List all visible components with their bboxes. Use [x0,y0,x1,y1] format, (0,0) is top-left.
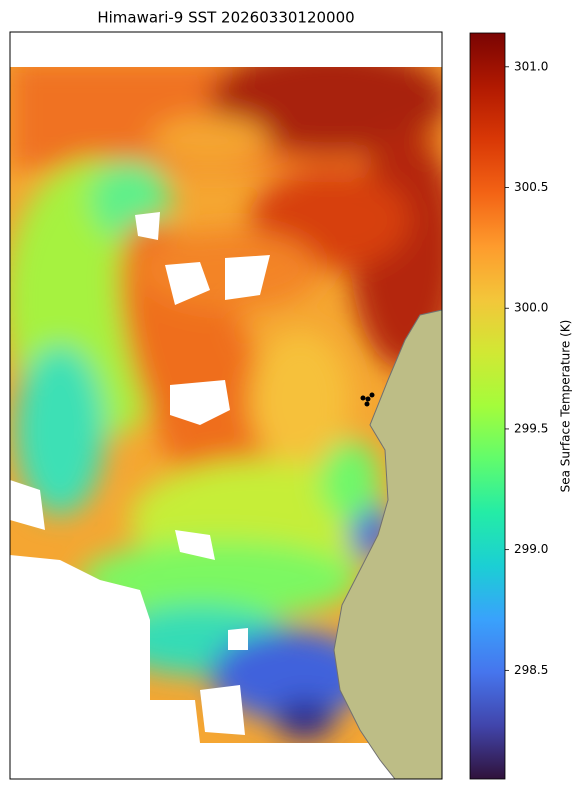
colorbar-label: Sea Surface Temperature (K) [559,320,573,493]
land [333,309,443,780]
tick-label: 298.5 [514,663,548,677]
tick-label: 299.0 [514,542,548,556]
tick-label: 299.5 [514,421,548,435]
tick-label: 300.0 [514,301,548,315]
tick-label: 301.0 [514,59,548,73]
map-title: Himawari-9 SST 20260330120000 [97,9,354,27]
tick-label: 300.5 [514,180,548,194]
sst-field [10,67,442,743]
colorbar [469,32,506,780]
map-frame [9,31,443,780]
points [360,392,375,407]
